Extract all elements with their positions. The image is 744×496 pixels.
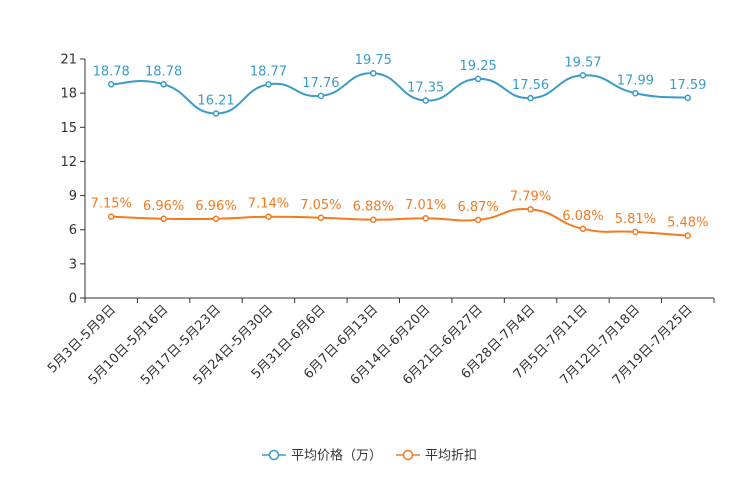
legend-label: 平均价格（万） [291, 448, 382, 464]
data-point[interactable] [370, 69, 377, 77]
data-label: 18.77 [250, 64, 287, 79]
data-label: 16.21 [197, 94, 234, 109]
legend-marker [268, 449, 280, 461]
data-label: 6.87% [457, 200, 498, 215]
data-label: 17.99 [617, 73, 654, 88]
series-1: 18.78 18.78 16.21 18.77 17.76 19.75 17.35 19.25… [93, 53, 706, 117]
data-point[interactable] [684, 232, 692, 239]
y-tick-label: 12 [60, 155, 77, 170]
data-label: 5.48% [667, 216, 708, 231]
data-label: 17.35 [407, 81, 444, 96]
data-point[interactable] [632, 90, 639, 97]
data-point[interactable] [317, 214, 325, 222]
series-line [111, 208, 688, 237]
data-point[interactable] [422, 214, 429, 222]
data-label: 19.75 [355, 53, 392, 68]
data-label: 7.15% [91, 197, 132, 212]
data-label: 5.81% [615, 212, 656, 227]
y-tick-label: 15 [60, 121, 77, 136]
data-label: 6.96% [195, 199, 236, 214]
data-point[interactable] [527, 206, 534, 213]
y-tick-label: 21 [60, 53, 77, 68]
data-point[interactable] [107, 81, 115, 88]
data-point[interactable] [107, 213, 115, 220]
data-point[interactable] [160, 215, 167, 223]
series-2: 7.15% 6.96% 6.96% 7.14% 7.05% 6.88% 7.01% 6.87%… [91, 189, 708, 239]
data-label: 6.88% [353, 200, 394, 215]
data-point[interactable] [212, 215, 220, 223]
data-point[interactable] [474, 75, 482, 83]
data-label: 7.14% [248, 197, 289, 212]
data-point[interactable] [579, 72, 587, 79]
chart-legend[interactable]: 平均价格（万） 平均折扣 [262, 448, 477, 464]
data-point[interactable] [265, 81, 272, 88]
data-point[interactable] [370, 216, 377, 223]
data-point[interactable] [265, 213, 272, 220]
data-label: 7.01% [405, 198, 446, 213]
legend-item-2[interactable]: 平均折扣 [396, 449, 477, 464]
y-tick-label: 3 [69, 257, 77, 272]
data-label: 18.78 [93, 64, 130, 79]
y-tick-label: 9 [69, 189, 77, 204]
data-point[interactable] [579, 225, 587, 233]
data-label: 17.56 [512, 78, 549, 93]
data-point[interactable] [212, 110, 220, 117]
data-point[interactable] [422, 97, 429, 104]
data-point[interactable] [632, 228, 639, 236]
data-point[interactable] [527, 94, 534, 102]
data-label: 6.96% [143, 199, 184, 214]
data-point[interactable] [684, 94, 692, 102]
data-point[interactable] [474, 216, 482, 224]
data-label: 7.79% [510, 189, 551, 204]
data-label: 18.78 [145, 64, 182, 79]
chart-series: 18.78 18.78 16.21 18.77 17.76 19.75 17.35 19.25… [91, 53, 708, 239]
y-tick-label: 18 [60, 87, 77, 102]
data-label: 17.59 [669, 78, 706, 93]
legend-item-1[interactable]: 平均价格（万） [262, 448, 382, 464]
data-label: 19.57 [564, 55, 601, 70]
data-point[interactable] [160, 81, 167, 88]
y-tick-label: 0 [69, 292, 77, 307]
data-label: 6.08% [562, 209, 603, 224]
legend-label: 平均折扣 [425, 449, 477, 464]
data-label: 19.25 [460, 59, 497, 74]
data-label: 17.76 [302, 76, 339, 91]
data-label: 7.05% [300, 198, 341, 213]
y-tick-label: 6 [69, 223, 77, 238]
data-point[interactable] [317, 92, 325, 100]
legend-marker [402, 449, 414, 461]
